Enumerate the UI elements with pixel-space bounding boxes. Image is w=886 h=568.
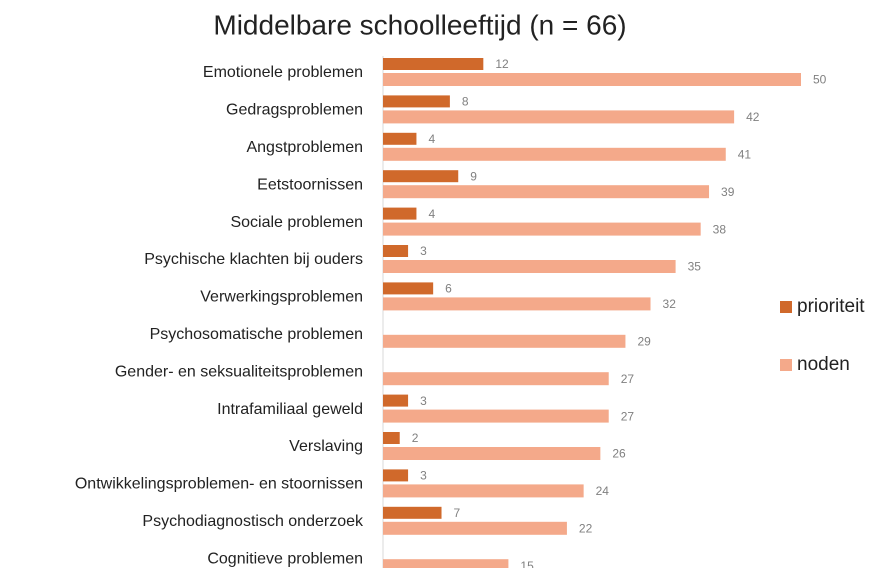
legend-swatch [780, 359, 792, 371]
bar [383, 282, 434, 295]
bar [383, 432, 400, 444]
value-label: 4 [428, 207, 435, 221]
value-label: 32 [663, 297, 677, 311]
value-label: 8 [462, 95, 469, 109]
value-label: 4 [428, 132, 435, 146]
bar [383, 132, 417, 145]
bar [383, 185, 710, 199]
legend-swatch [780, 301, 792, 313]
category-label: Psychodiagnostisch onderzoek [142, 513, 364, 530]
value-label: 27 [621, 409, 635, 423]
bar [383, 372, 609, 386]
category-label: Psychische klachten bij ouders [144, 251, 363, 268]
bar [383, 469, 409, 482]
category-label: Verwerkingsproblemen [200, 289, 363, 306]
value-label: 9 [470, 169, 477, 183]
category-label: Eetstoornissen [257, 176, 363, 193]
bar [383, 73, 801, 86]
value-label: 15 [520, 559, 534, 568]
category-label: Verslaving [289, 438, 363, 455]
category-label: Ontwikkelingsproblemen- en stoornissen [75, 476, 363, 493]
bar [383, 409, 609, 423]
value-label: 24 [596, 484, 610, 498]
category-label: Angstproblemen [246, 139, 363, 156]
bar [383, 334, 626, 348]
bar [383, 207, 417, 220]
bar [383, 58, 484, 70]
value-label: 27 [621, 372, 635, 386]
chart-title: Middelbare schoolleeftijd (n = 66) [213, 9, 626, 40]
value-label: 41 [738, 147, 752, 161]
bar [383, 559, 509, 568]
bar [383, 260, 676, 273]
bar [383, 95, 450, 108]
value-label: 3 [420, 244, 427, 258]
bar [383, 170, 459, 183]
legend-label: prioriteit [797, 296, 865, 317]
value-label: 35 [688, 260, 702, 274]
value-label: 42 [746, 110, 760, 124]
bar [383, 147, 726, 161]
category-label: Gedragsproblemen [226, 102, 363, 119]
bar [383, 506, 442, 519]
bar [383, 245, 409, 257]
bar [383, 521, 567, 535]
value-label: 39 [721, 185, 735, 199]
bar [383, 484, 584, 498]
value-label: 22 [579, 521, 593, 535]
value-label: 7 [454, 506, 461, 520]
bar [383, 297, 651, 311]
bar [383, 222, 701, 236]
value-label: 3 [420, 394, 427, 408]
category-label: Sociale problemen [230, 214, 363, 231]
category-label: Intrafamiliaal geweld [217, 401, 363, 418]
value-label: 26 [612, 447, 626, 461]
value-label: 29 [637, 334, 651, 348]
value-label: 2 [412, 431, 419, 445]
bar [383, 394, 409, 407]
legend-label: noden [797, 354, 850, 375]
value-label: 12 [495, 57, 509, 71]
category-label: Gender- en seksualiteitsproblemen [115, 363, 363, 380]
bar [383, 447, 601, 460]
bar [383, 110, 735, 124]
category-label: Emotionele problemen [203, 64, 363, 81]
value-label: 3 [420, 469, 427, 483]
value-label: 6 [445, 282, 452, 296]
value-label: 50 [813, 73, 827, 87]
category-label: Psychosomatische problemen [150, 326, 363, 343]
category-label: Cognitieve problemen [207, 550, 363, 567]
value-label: 38 [713, 222, 727, 236]
